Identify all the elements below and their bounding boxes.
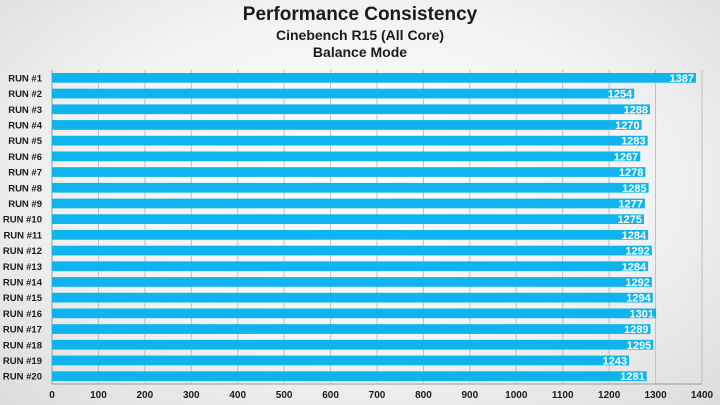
x-tick-label: 100 — [90, 390, 107, 401]
bar — [52, 120, 642, 130]
category-label: RUN #9 — [8, 199, 42, 210]
bar — [52, 72, 696, 83]
data-label: 1284 — [622, 261, 647, 273]
data-label: 1270 — [615, 120, 639, 132]
category-label: RUN #17 — [3, 325, 42, 336]
bar — [52, 277, 652, 287]
x-tick-label: 1000 — [505, 390, 528, 401]
bar — [52, 308, 657, 319]
x-tick-label: 900 — [462, 390, 479, 401]
bar — [52, 245, 652, 256]
chart-subtitle: Cinebench R15 (All Core) — [275, 27, 445, 43]
bar — [52, 339, 654, 350]
category-label: RUN #3 — [8, 105, 42, 116]
bar — [52, 324, 651, 334]
x-tick-label: 200 — [137, 390, 154, 401]
bar — [52, 292, 653, 303]
x-tick-label: 400 — [229, 390, 246, 401]
data-label: 1275 — [617, 214, 641, 226]
category-label: RUN #2 — [8, 89, 42, 100]
x-tick-label: 700 — [369, 390, 386, 401]
bar — [52, 198, 645, 209]
data-label: 1278 — [619, 167, 643, 179]
data-label: 1284 — [622, 230, 647, 242]
data-label: 1289 — [624, 324, 648, 336]
data-label: 1292 — [625, 246, 649, 258]
data-label: 1301 — [630, 308, 654, 320]
x-tick-label: 0 — [49, 390, 55, 401]
data-label: 1254 — [608, 89, 633, 101]
data-label: 1281 — [620, 371, 644, 383]
category-label: RUN #10 — [3, 215, 42, 226]
data-label: 1387 — [669, 73, 693, 85]
bar — [52, 104, 650, 115]
data-label: 1243 — [603, 355, 627, 367]
bar — [52, 151, 641, 162]
category-label: RUN #11 — [3, 230, 42, 241]
x-tick-label: 500 — [276, 390, 293, 401]
category-label: RUN #1 — [8, 73, 43, 84]
chart-title-block: Performance Consistency Cinebench R15 (A… — [0, 2, 720, 59]
bar — [52, 135, 648, 146]
x-tick-label: 600 — [322, 390, 339, 401]
category-label: RUN #20 — [3, 372, 42, 383]
x-tick-label: 1400 — [691, 390, 714, 401]
x-tick-label: 300 — [183, 390, 200, 401]
bar — [52, 214, 644, 225]
x-tick-label: 1300 — [644, 390, 667, 401]
x-tick-label: 800 — [415, 390, 432, 401]
bar — [52, 88, 635, 99]
category-label: RUN #12 — [3, 246, 42, 257]
bar — [52, 229, 649, 240]
bar — [52, 167, 646, 177]
category-label: RUN #7 — [8, 168, 42, 179]
x-tick-label: 1200 — [598, 390, 621, 401]
bar — [52, 182, 649, 193]
category-label: RUN #5 — [8, 136, 43, 147]
category-label: RUN #19 — [3, 356, 42, 367]
bar — [52, 355, 630, 366]
bar — [52, 261, 649, 272]
category-label: RUN #14 — [3, 277, 43, 288]
chart-subtitle-mode: Balance Mode — [312, 44, 408, 60]
data-label: 1294 — [626, 293, 651, 305]
category-label: RUN #16 — [3, 309, 42, 320]
data-label: 1283 — [621, 136, 645, 148]
bar — [52, 371, 647, 382]
data-label: 1267 — [614, 151, 638, 163]
category-label: RUN #13 — [3, 262, 42, 273]
data-label: 1288 — [624, 104, 648, 116]
category-label: RUN #15 — [3, 293, 43, 304]
data-label: 1292 — [625, 277, 649, 289]
data-label: 1295 — [627, 340, 651, 352]
chart-title: Performance Consistency — [242, 4, 478, 25]
category-label: RUN #8 — [8, 183, 42, 194]
x-tick-label: 1100 — [552, 390, 574, 401]
category-label: RUN #18 — [3, 340, 42, 351]
category-label: RUN #6 — [8, 152, 42, 163]
data-label: 1277 — [618, 198, 642, 210]
category-label: RUN #4 — [8, 120, 43, 131]
data-label: 1285 — [622, 183, 646, 195]
